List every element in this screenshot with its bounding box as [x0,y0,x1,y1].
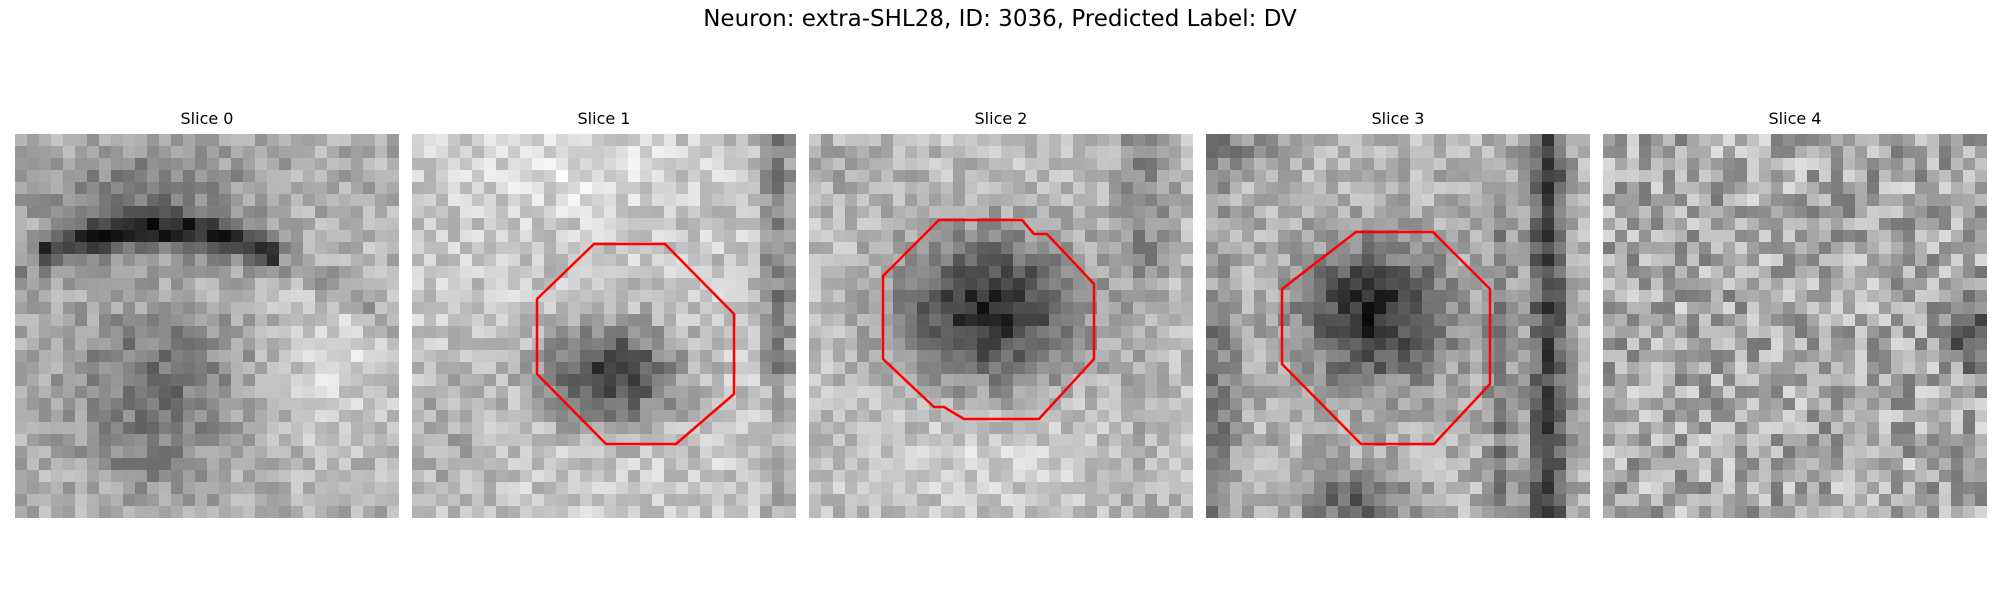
slice-panel-0: Slice 0 [15,108,399,518]
roi-contour-3 [1280,230,1492,446]
slice-title-4: Slice 4 [1768,109,1822,128]
slice-title-1: Slice 1 [577,109,631,128]
slice-image-4 [1603,134,1987,518]
slice-title-3: Slice 3 [1371,109,1425,128]
roi-contour-1 [535,242,736,446]
slice-title-0: Slice 0 [180,109,234,128]
slice-panel-4: Slice 4 [1603,108,1987,518]
slice-panel-3: Slice 3 [1206,108,1590,518]
slice-panel-2: Slice 2 [809,108,1193,518]
slice-image-3 [1206,134,1590,518]
slice-image-1 [412,134,796,518]
slice-image-0 [15,134,399,518]
roi-contour-2 [881,218,1096,421]
slice-panel-1: Slice 1 [412,108,796,518]
slice-title-2: Slice 2 [974,109,1028,128]
slice-image-2 [809,134,1193,518]
figure-title: Neuron: extra-SHL28, ID: 3036, Predicted… [703,6,1297,32]
